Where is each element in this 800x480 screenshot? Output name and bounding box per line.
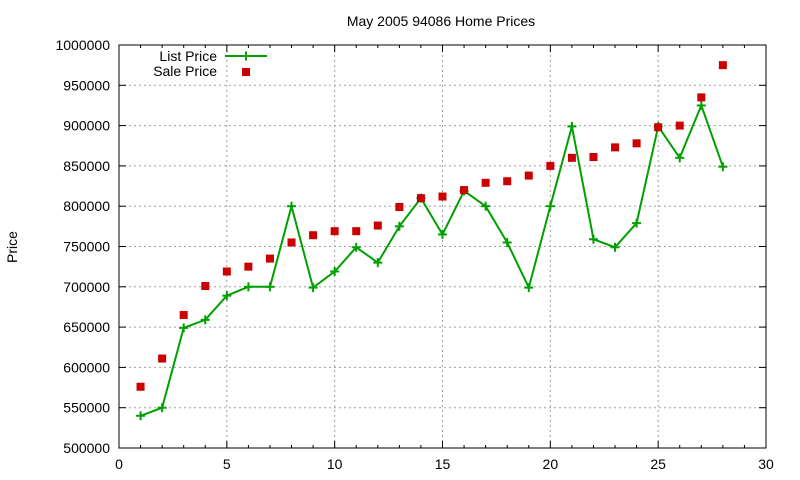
list-price-point bbox=[136, 411, 146, 421]
list-price-point bbox=[222, 291, 232, 301]
sale-price-point bbox=[718, 61, 727, 70]
list-price-point bbox=[200, 315, 210, 325]
y-tick-label: 800000 bbox=[63, 198, 110, 214]
list-price-point bbox=[545, 201, 555, 211]
sale-price-point bbox=[158, 354, 167, 363]
series-group bbox=[136, 61, 728, 421]
sale-price-point bbox=[697, 93, 706, 102]
sale-price-point bbox=[481, 178, 490, 187]
list-price-point bbox=[502, 237, 512, 247]
y-tick-label: 1000000 bbox=[55, 37, 110, 53]
axis-ticks: 500000 550000 600000 650000 700000 750000 8000… bbox=[55, 37, 774, 472]
sale-price-point bbox=[244, 262, 253, 271]
legend-label-list-price: List Price bbox=[159, 48, 217, 64]
list-price-point bbox=[394, 221, 404, 231]
sale-price-point bbox=[654, 123, 663, 132]
y-tick-label: 850000 bbox=[63, 158, 110, 174]
sale-price-point bbox=[352, 227, 361, 236]
list-price-point bbox=[438, 229, 447, 239]
list-price-point bbox=[373, 258, 383, 268]
sale-price-point bbox=[416, 194, 425, 203]
sale-price-point bbox=[309, 231, 318, 240]
list-price-point bbox=[243, 282, 253, 292]
sale-price-point bbox=[201, 281, 210, 290]
sale-price-point bbox=[265, 254, 274, 263]
list-price-point bbox=[287, 201, 297, 211]
sale-price-point bbox=[589, 153, 598, 162]
list-price-point bbox=[588, 234, 598, 244]
y-tick-label: 900000 bbox=[63, 118, 110, 134]
list-price-line bbox=[140, 102, 724, 417]
list-price-point bbox=[632, 218, 642, 228]
list-price-point bbox=[481, 201, 491, 211]
grid bbox=[119, 45, 766, 448]
sale-price-point bbox=[503, 177, 512, 186]
sale-price-point bbox=[460, 186, 469, 195]
x-tick-label: 15 bbox=[435, 456, 451, 472]
sale-price-point bbox=[373, 221, 382, 230]
x-tick-label: 30 bbox=[758, 456, 774, 472]
sale-price-point bbox=[675, 121, 684, 130]
list-price-point bbox=[351, 242, 361, 252]
y-tick-label: 650000 bbox=[63, 319, 110, 335]
sale-price-point bbox=[330, 227, 339, 236]
sale-price-point bbox=[179, 311, 188, 320]
y-tick-label: 600000 bbox=[63, 359, 110, 375]
sale-price-point bbox=[632, 139, 641, 148]
y-tick-label: 500000 bbox=[63, 440, 110, 456]
list-price-point bbox=[157, 403, 167, 413]
sale-price-point bbox=[546, 161, 555, 170]
list-price-point bbox=[308, 283, 318, 293]
sale-price-point bbox=[438, 192, 447, 201]
y-tick-label: 950000 bbox=[63, 77, 110, 93]
chart-title: May 2005 94086 Home Prices bbox=[347, 13, 535, 29]
list-price-point bbox=[524, 283, 534, 293]
x-tick-label: 10 bbox=[327, 456, 343, 472]
sale-price-point bbox=[567, 153, 576, 162]
sale-price-point bbox=[524, 171, 533, 180]
y-tick-label: 750000 bbox=[63, 239, 110, 255]
list-price-point bbox=[265, 282, 275, 292]
legend-marker-sale-price bbox=[242, 68, 250, 76]
x-tick-label: 0 bbox=[115, 456, 123, 472]
legend-marker-list-price bbox=[241, 51, 251, 61]
sale-price-point bbox=[395, 203, 404, 212]
sale-price-point bbox=[136, 382, 145, 391]
sale-price-point bbox=[611, 143, 620, 152]
list-price-point bbox=[330, 266, 340, 276]
y-tick-label: 700000 bbox=[63, 279, 110, 295]
x-tick-label: 5 bbox=[223, 456, 231, 472]
y-axis-label: Price bbox=[4, 231, 20, 263]
list-price-point bbox=[179, 323, 189, 333]
sale-price-point bbox=[287, 238, 296, 247]
x-tick-label: 25 bbox=[650, 456, 666, 472]
y-tick-label: 550000 bbox=[63, 400, 110, 416]
list-price-point bbox=[675, 153, 685, 163]
list-price-point bbox=[567, 121, 577, 131]
x-tick-label: 20 bbox=[543, 456, 559, 472]
sale-price-point bbox=[222, 267, 231, 276]
list-price-point bbox=[718, 162, 728, 172]
list-price-point bbox=[696, 100, 706, 110]
list-price-point bbox=[610, 242, 620, 252]
legend-label-sale-price: Sale Price bbox=[153, 63, 217, 79]
